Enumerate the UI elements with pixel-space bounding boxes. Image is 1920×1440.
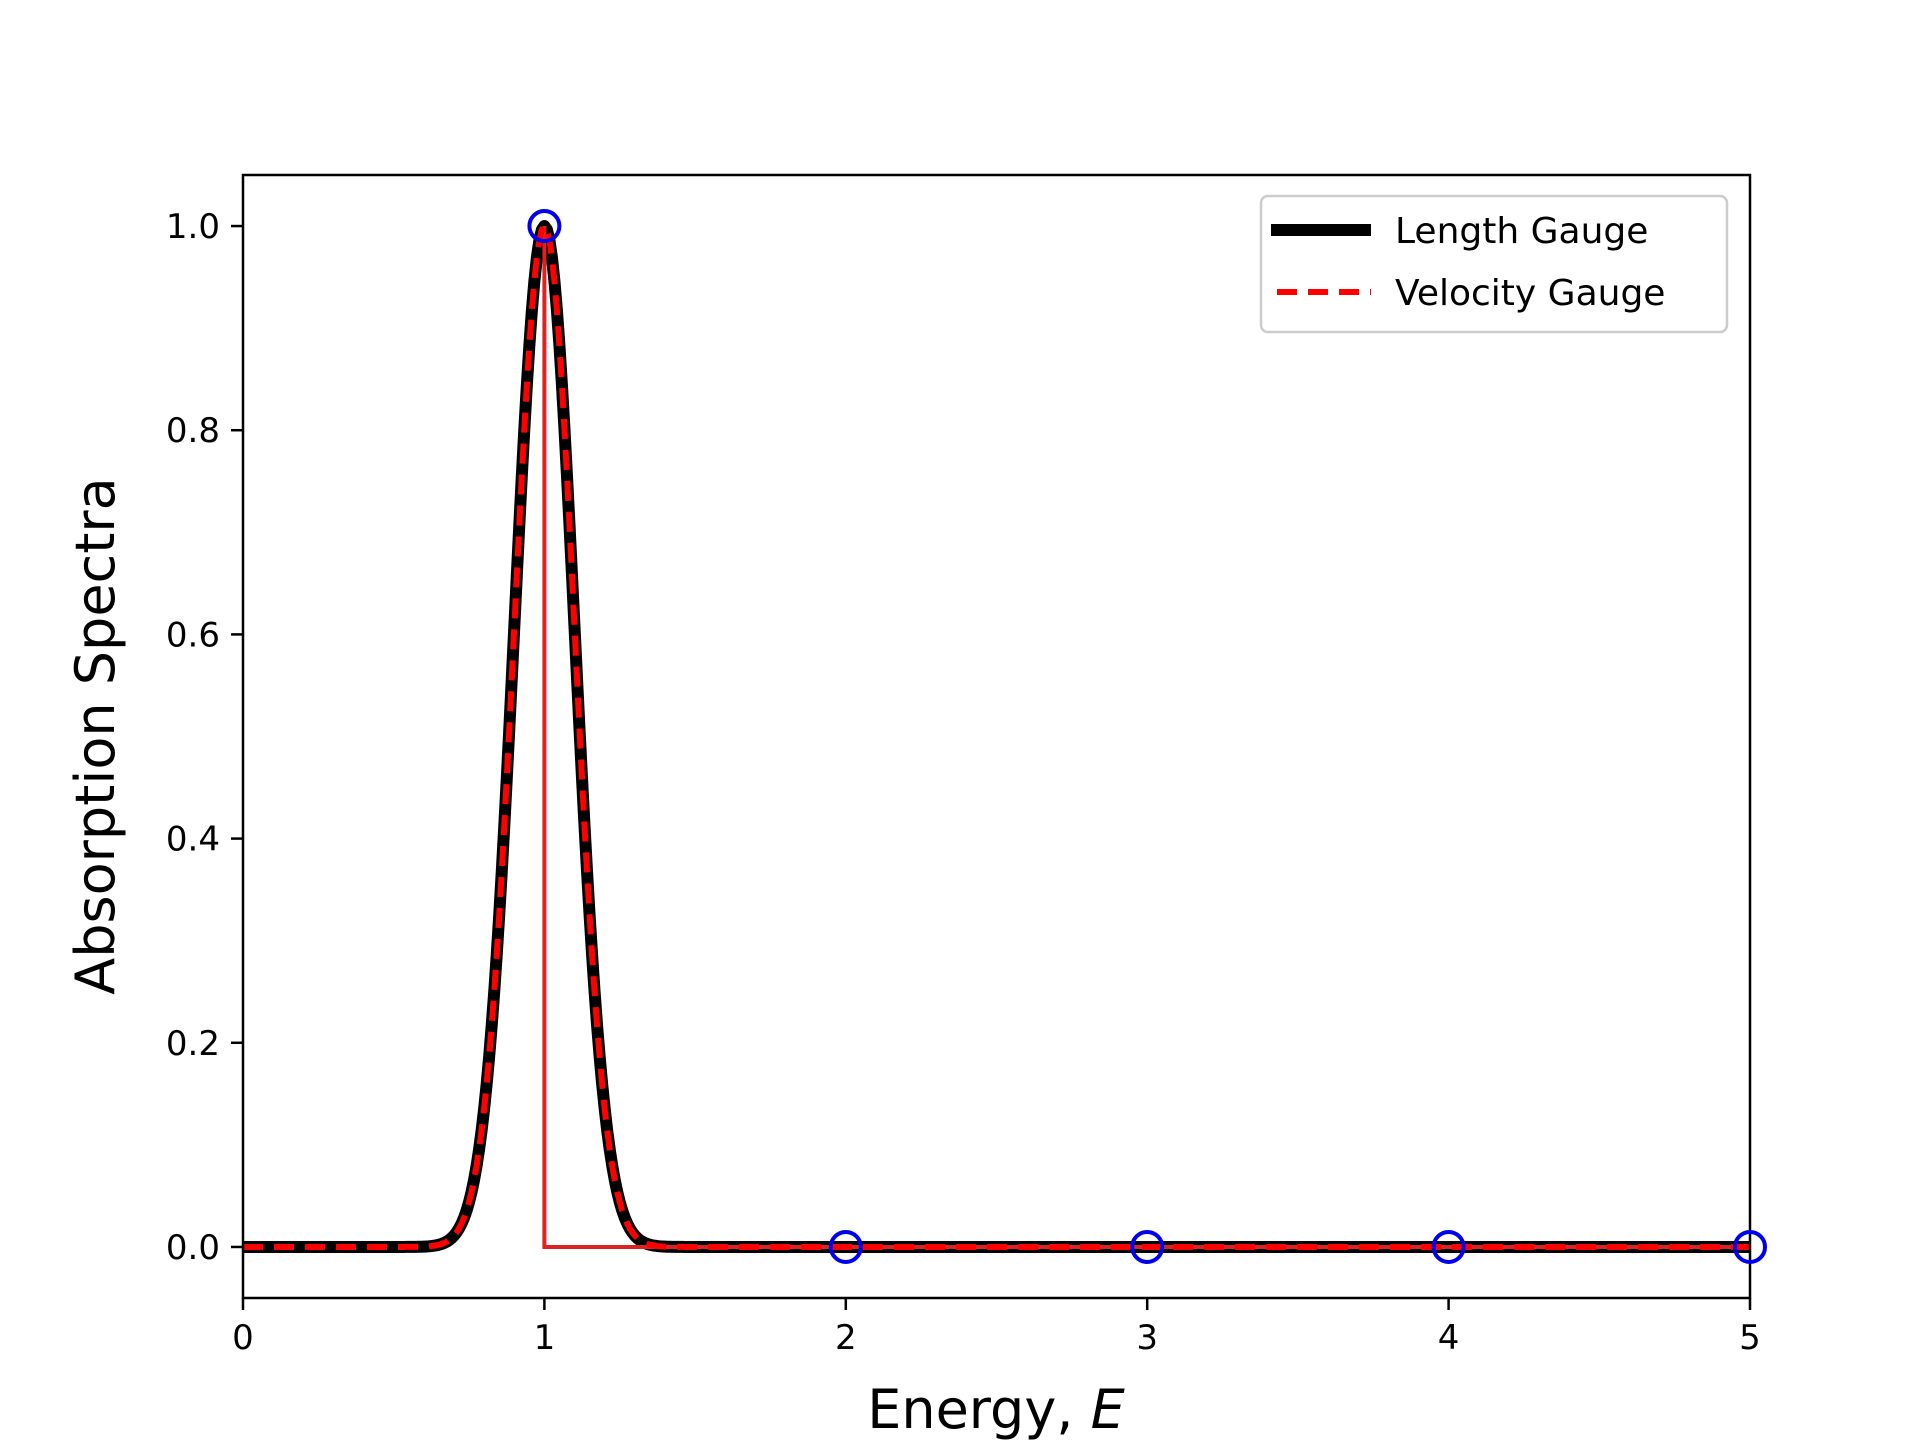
legend-label-velocity-gauge: Velocity Gauge xyxy=(1395,273,1665,314)
legend-box xyxy=(1259,194,1729,334)
y-tick-label: 0.2 xyxy=(166,1024,220,1064)
x-tick-label: 4 xyxy=(1438,1318,1460,1358)
marker-point xyxy=(828,1229,863,1264)
x-axis-label-variable: E xyxy=(1091,1378,1126,1440)
x-tick-label: 2 xyxy=(835,1318,857,1358)
y-axis-label: Absorption Spectra xyxy=(64,477,127,994)
y-tick-label: 0.0 xyxy=(166,1228,220,1268)
x-tick-label: 3 xyxy=(1136,1318,1158,1358)
x-tick-label: 0 xyxy=(232,1318,254,1358)
x-axis-label: Energy, E xyxy=(867,1378,1125,1440)
x-tick-label: 5 xyxy=(1739,1318,1761,1358)
y-tick-label: 0.8 xyxy=(166,411,220,451)
plot-area xyxy=(243,220,1750,1253)
x-tick-label: 1 xyxy=(534,1318,556,1358)
y-tick-label: 0.4 xyxy=(166,820,220,860)
marker-point xyxy=(527,209,562,244)
marker-point xyxy=(1431,1229,1466,1264)
marker-point xyxy=(1130,1229,1165,1264)
axes-frame xyxy=(241,173,1752,1300)
y-tick-label: 1.0 xyxy=(166,207,220,247)
y-tick-label: 0.6 xyxy=(166,615,220,655)
series-line-length-gauge xyxy=(243,220,1750,1253)
stem-line xyxy=(542,226,1750,1249)
markers xyxy=(527,209,1767,1264)
marker-point xyxy=(1733,1229,1767,1264)
legend: Length Gauge Velocity Gauge xyxy=(1259,194,1729,334)
series-line-velocity-gauge xyxy=(243,220,1750,1250)
legend-label-length-gauge: Length Gauge xyxy=(1395,211,1648,252)
axis-ticks: 0 1 2 3 4 5 0.0 0.2 0.4 0.6 0.8 1.0 xyxy=(166,207,1761,1358)
